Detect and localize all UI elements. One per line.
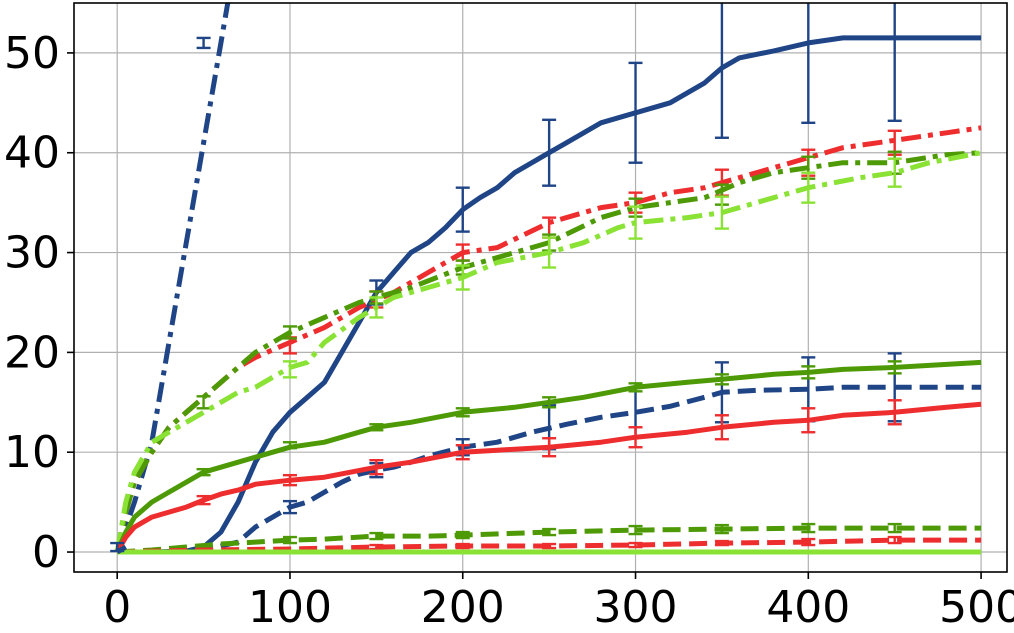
error-bar [542,437,557,458]
error-bar [628,426,643,449]
error-bar [542,396,557,409]
error-bar [455,530,470,540]
series-line [114,150,982,553]
series-1 [117,3,982,555]
tick-labels: 0 100 200 300 400 500 0 10 20 30 40 50 [4,28,1014,633]
error-bar [801,365,816,380]
error-bar [801,3,816,124]
error-bar [887,360,902,375]
series-9 [117,535,982,555]
plot-frame [73,2,1008,573]
error-bar [455,542,470,550]
series-line [114,150,982,553]
error-bar [542,236,557,269]
error-bar [628,524,643,536]
error-bar [887,3,902,122]
error-bar [628,382,643,393]
series-line [115,401,982,554]
error-bar [369,296,384,319]
error-bar [369,531,384,541]
error-bar [801,537,816,547]
error-bar [801,522,816,534]
y-tick-label: 40 [4,128,60,179]
error-bar [455,264,470,291]
error-bar [714,414,729,441]
error-bar [714,195,729,230]
series-0 [114,3,231,553]
error-bar [369,543,384,551]
series-8 [117,522,982,555]
error-bar [542,527,557,537]
y-tick-label: 10 [4,427,60,478]
series-line [114,359,982,553]
y-tick-label: 20 [4,327,60,378]
error-bar [801,171,816,204]
error-bar [887,535,902,545]
error-bar [282,325,297,340]
error-bar [196,36,211,50]
error-bar [887,399,902,426]
series-group [110,3,982,555]
series-11 [110,541,128,555]
x-tick-label: 400 [766,582,850,633]
series-6 [114,359,982,553]
error-bar [628,205,643,240]
error-bar [110,541,125,553]
x-tick-label: 0 [103,582,131,633]
error-bar [282,535,297,545]
error-bar [801,407,816,434]
error-bar [455,407,470,418]
x-tick-label: 300 [594,582,678,633]
series-7 [115,399,982,554]
y-tick-label: 50 [4,28,60,79]
error-bar [455,186,470,233]
error-bar [196,395,211,410]
x-tick-label: 100 [248,582,332,633]
error-bar [369,458,384,476]
series-line [117,525,982,555]
error-bar [369,423,384,432]
error-bar [455,444,470,461]
series-line [117,35,982,555]
x-tick-label: 200 [421,582,505,633]
error-bar [887,157,902,188]
error-bar [542,542,557,550]
series-5 [114,150,982,553]
tick-marks [67,52,982,579]
y-tick-label: 30 [4,228,60,279]
error-bar [628,541,643,549]
error-bar [714,523,729,535]
error-bar [196,467,211,477]
error-bar [282,441,297,450]
error-bar [714,539,729,547]
error-bar [628,61,643,164]
error-bar [714,3,729,139]
error-bar [282,360,297,379]
error-bar [887,522,902,534]
error-bar [714,373,729,386]
error-bar [282,499,297,515]
x-tick-label: 500 [939,582,1014,633]
error-bar [542,118,557,187]
error-bar [196,494,211,506]
y-tick-label: 0 [32,527,60,578]
error-bar [282,473,297,487]
